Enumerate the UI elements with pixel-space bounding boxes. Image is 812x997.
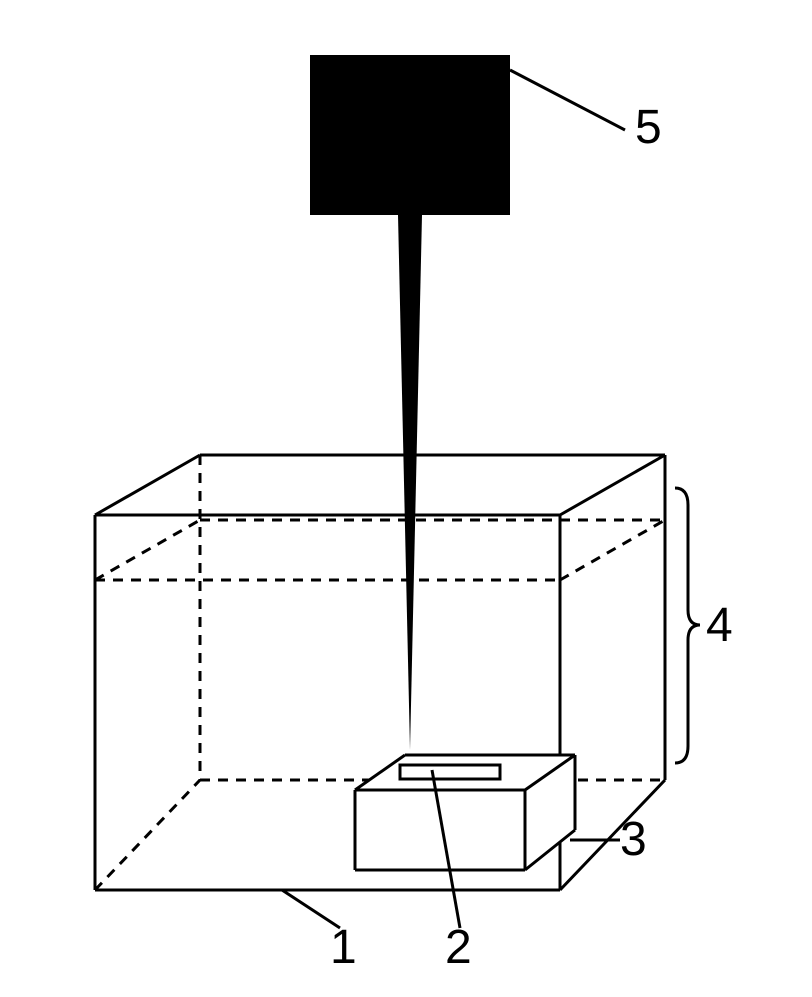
sample-slot [400,765,500,779]
container-top-right-slant [560,455,665,515]
leader-line-5 [510,70,625,130]
laser-source-box [310,55,510,215]
container-top-left-slant [95,455,200,515]
label-4: 4 [706,598,733,653]
label-1: 1 [330,920,357,975]
laser-beam [398,215,422,750]
label-3: 3 [620,812,647,867]
label-5: 5 [635,100,662,155]
diagram-svg [0,0,812,997]
container-bottom-left-hidden [95,780,200,890]
schematic-diagram: 1 2 3 4 5 [0,0,812,997]
water-line-right [560,520,665,580]
water-line-left [95,520,200,580]
label-2: 2 [445,920,472,975]
bracket-4 [675,488,700,763]
